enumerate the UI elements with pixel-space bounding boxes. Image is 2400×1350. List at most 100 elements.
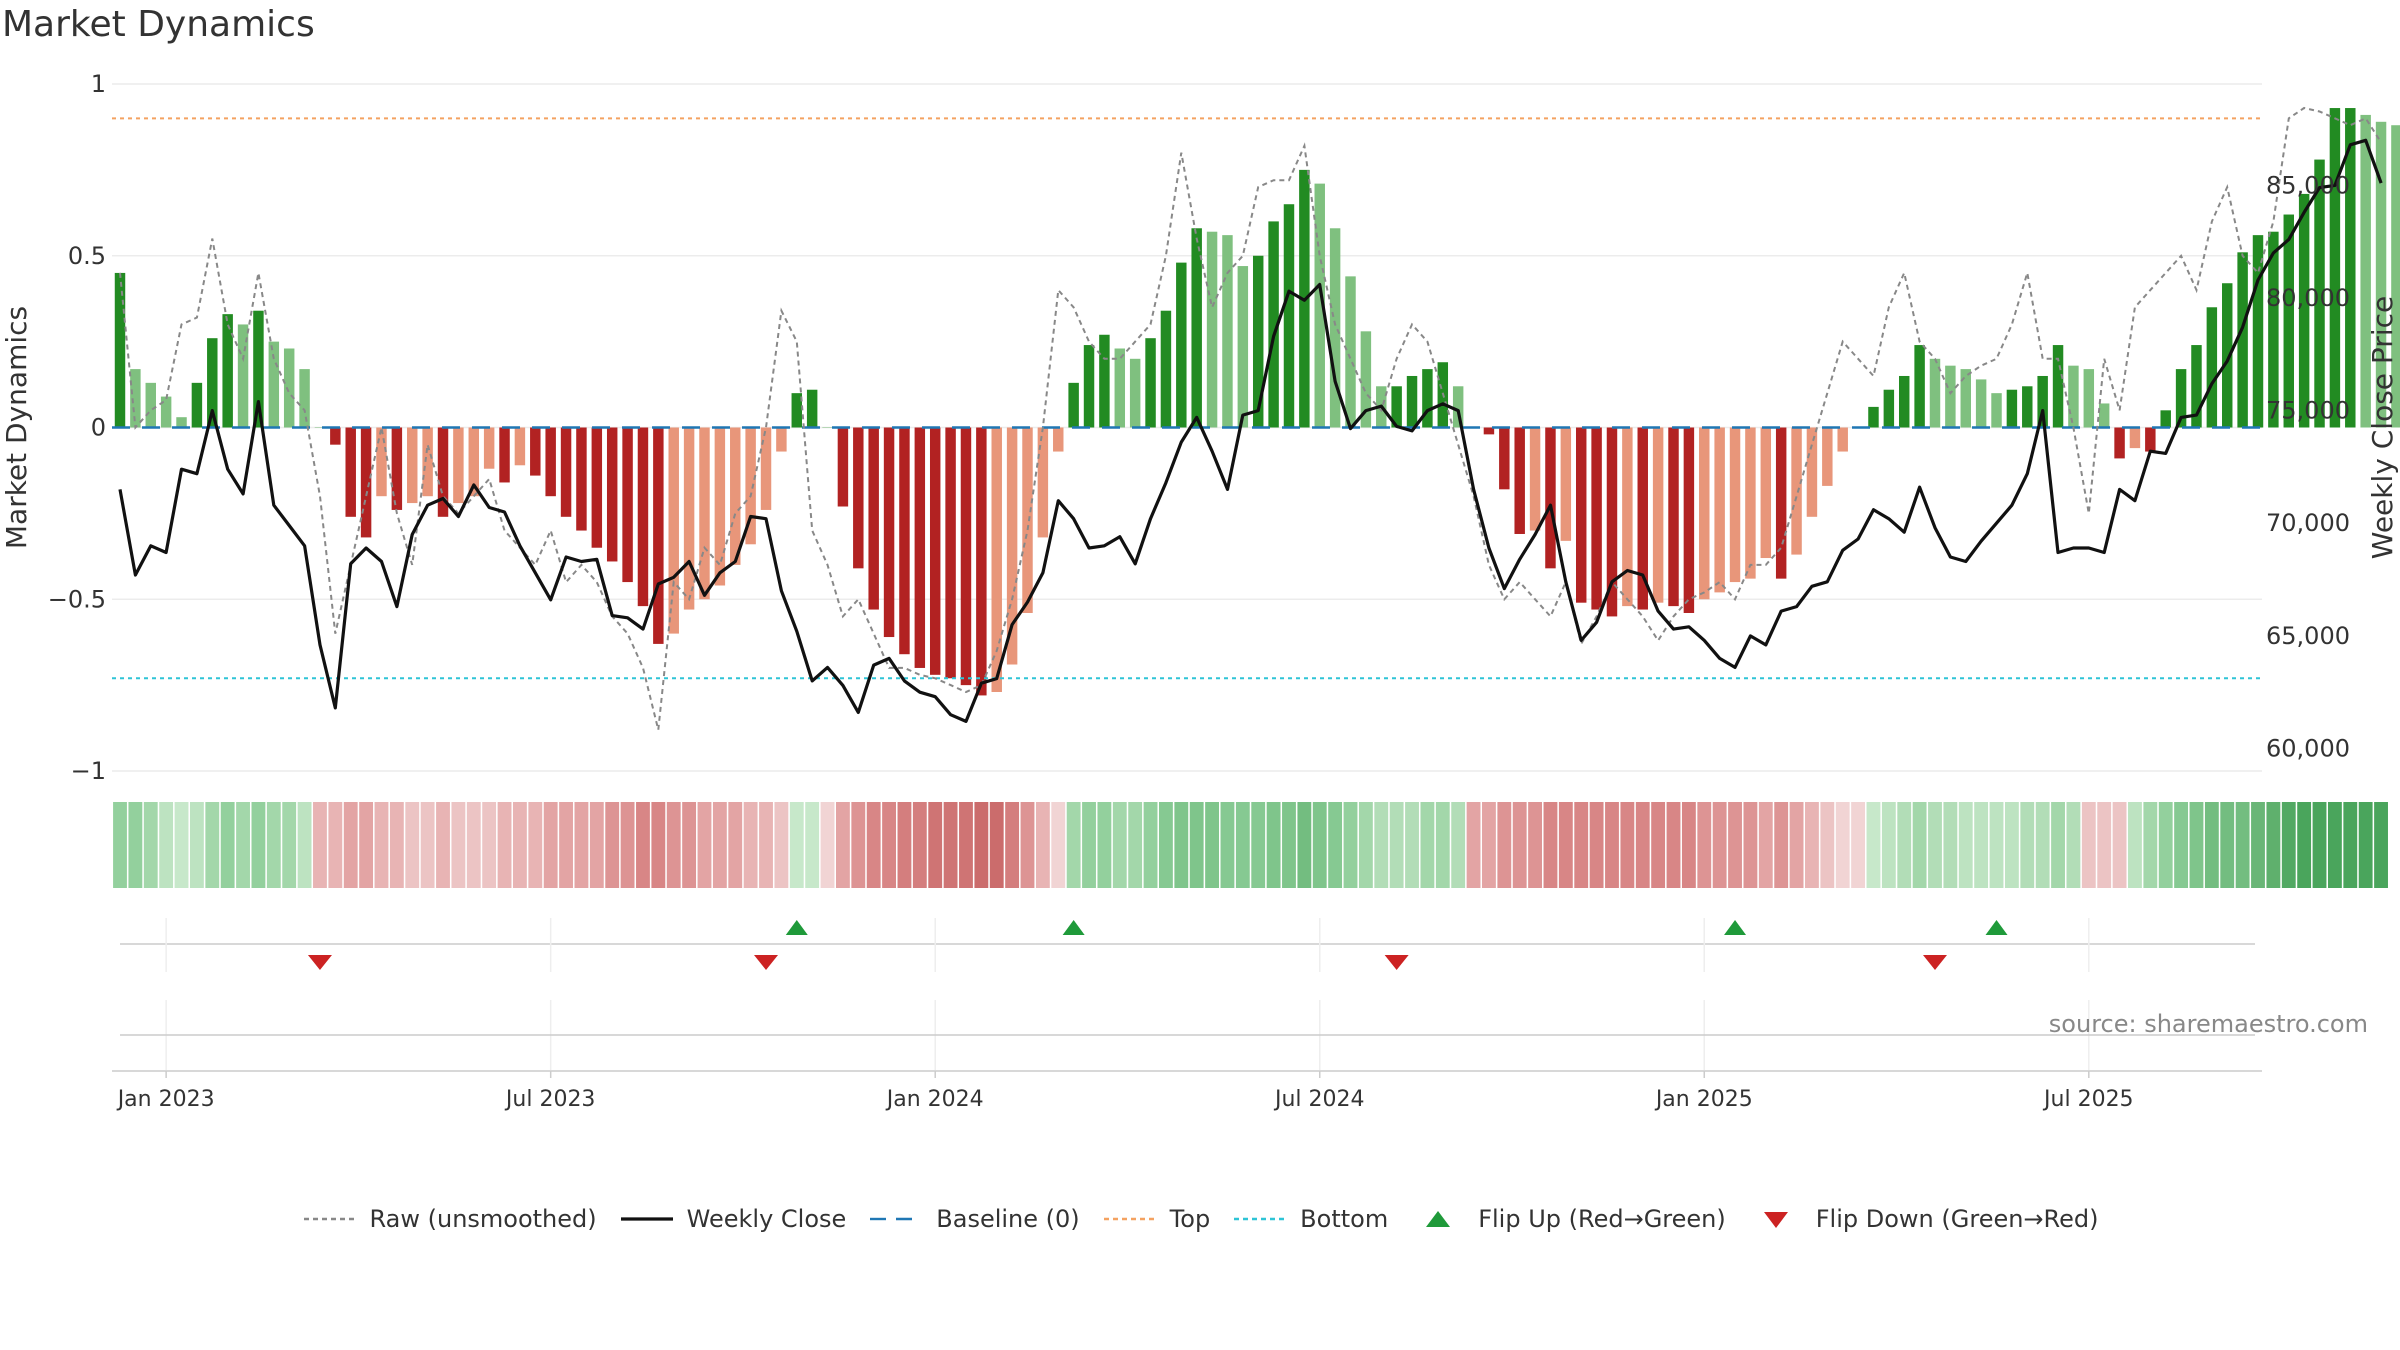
- bar: [2037, 375, 2048, 428]
- regime-cell: [405, 802, 420, 888]
- bar: [1145, 338, 1156, 428]
- bar: [468, 427, 479, 497]
- regime-cell: [1374, 802, 1389, 888]
- regime-cell: [251, 802, 266, 888]
- regime-cell: [1543, 802, 1558, 888]
- regime-cell: [543, 802, 558, 888]
- regime-cell: [789, 802, 804, 888]
- flip-down-marker: [1384, 955, 1409, 970]
- regime-cell: [2266, 802, 2281, 888]
- regime-cell: [282, 802, 297, 888]
- bar: [2391, 125, 2400, 428]
- x-tick-label: Jul 2025: [2042, 1087, 2134, 1112]
- bar: [653, 427, 664, 644]
- legend-label: Flip Down (Green→Red): [1815, 1205, 2099, 1233]
- regime-cell: [697, 802, 712, 888]
- regime-cell: [1712, 802, 1727, 888]
- bar: [1053, 427, 1064, 452]
- regime-cell: [2327, 802, 2342, 888]
- bar: [268, 341, 280, 428]
- regime-cell: [743, 802, 758, 888]
- regime-cell: [1420, 802, 1435, 888]
- regime-cell: [2158, 802, 2173, 888]
- bar: [1960, 369, 1971, 428]
- regime-cell: [1728, 802, 1742, 888]
- regime-cell: [2004, 802, 2019, 888]
- legend-label: Flip Up (Red→Green): [1478, 1205, 1726, 1233]
- bar: [914, 427, 926, 668]
- legend-item-raw: Raw (unsmoothed): [302, 1205, 597, 1233]
- regime-cell: [1928, 802, 1942, 888]
- bar: [1360, 331, 1372, 428]
- bar: [991, 427, 1002, 692]
- regime-cell: [1174, 802, 1189, 888]
- bar: [1668, 427, 1679, 607]
- bar: [791, 393, 803, 428]
- bar: [330, 427, 341, 445]
- regime-cell: [389, 802, 404, 888]
- flip-down-marker: [1922, 955, 1947, 970]
- legend-swatch-top: [1103, 1217, 1156, 1221]
- bar: [2360, 114, 2371, 428]
- bar: [437, 427, 449, 517]
- legend-item-flip_down: Flip Down (Green→Red): [1748, 1205, 2099, 1233]
- legend-label: Top: [1169, 1205, 1211, 1233]
- triangle-up-icon: [1426, 1211, 1451, 1227]
- bar: [1591, 427, 1602, 610]
- bar: [929, 427, 941, 675]
- legend-item-flip_up: Flip Up (Red→Green): [1410, 1205, 1726, 1233]
- regime-cell: [1189, 802, 1204, 888]
- regime-cell: [2343, 802, 2358, 888]
- regime-cell: [1574, 802, 1589, 888]
- regime-cell: [866, 802, 881, 888]
- regime-cell: [1974, 802, 1989, 888]
- bar: [1483, 427, 1495, 435]
- regime-cell: [1297, 802, 1312, 888]
- y-tick-label: −0.5: [48, 585, 106, 613]
- regime-cell: [2358, 802, 2373, 888]
- bar: [1545, 427, 1556, 569]
- regime-cell: [928, 802, 943, 888]
- bar: [883, 427, 895, 638]
- bar: [1160, 310, 1172, 428]
- bar: [2222, 283, 2233, 428]
- legend-label: Weekly Close: [686, 1205, 847, 1233]
- regime-cell: [1051, 802, 1066, 888]
- regime-cell: [1035, 802, 1050, 888]
- regime-cell: [1358, 802, 1373, 888]
- x-tick-label: Jan 2024: [885, 1087, 984, 1112]
- bar: [1745, 427, 1756, 579]
- regime-cell: [1220, 802, 1235, 888]
- bar: [1329, 228, 1341, 428]
- bar: [960, 427, 972, 686]
- bar: [1191, 228, 1202, 428]
- regime-cell: [2297, 802, 2312, 888]
- legend-item-bottom: Bottom: [1232, 1205, 1388, 1233]
- bar: [1083, 345, 1095, 428]
- regime-cell: [805, 802, 820, 888]
- regime-cell: [189, 802, 204, 888]
- bar: [207, 338, 218, 428]
- bar: [114, 272, 126, 428]
- regime-cell: [420, 802, 435, 888]
- regime-cell: [1405, 802, 1419, 888]
- regime-cell: [1343, 802, 1358, 888]
- triangle-down-icon: [1763, 1212, 1788, 1228]
- empty-lower-panel: [120, 1000, 2255, 1070]
- bar: [191, 382, 203, 428]
- regime-cell: [1143, 802, 1158, 888]
- bar: [1406, 375, 1418, 428]
- regime-cell: [1235, 802, 1250, 888]
- bar: [1252, 255, 1264, 428]
- regime-cell: [2051, 802, 2065, 888]
- regime-cell: [1681, 802, 1696, 888]
- regime-cell: [1866, 802, 1881, 888]
- regime-cell: [2312, 802, 2327, 888]
- bar: [2098, 403, 2110, 428]
- regime-cell: [1835, 802, 1850, 888]
- y2-axis-label: Weekly Close Price: [2366, 296, 2399, 559]
- regime-cell: [897, 802, 912, 888]
- regime-cell: [974, 802, 989, 888]
- regime-cell: [1943, 802, 1958, 888]
- regime-cell: [1651, 802, 1666, 888]
